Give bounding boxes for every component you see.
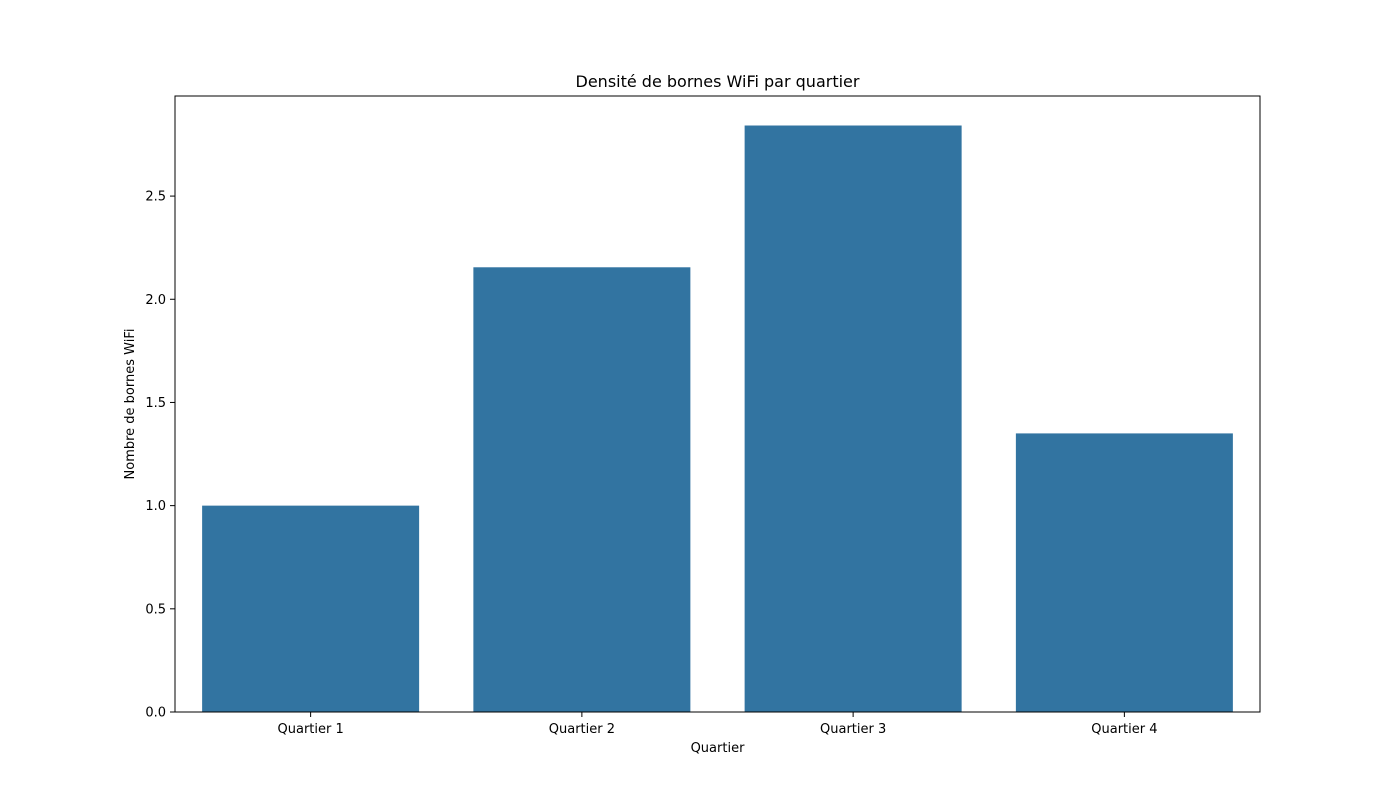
plot-frame xyxy=(174,95,1261,713)
y-tick-label: 0.0 xyxy=(145,706,166,721)
x-tick-label: Quartier 1 xyxy=(278,722,344,737)
bars-group xyxy=(202,125,1233,713)
bar-4 xyxy=(1015,433,1233,712)
x-axis-ticks: Quartier 1 Quartier 2 Quartier 3 Quartier 4 xyxy=(278,712,1158,737)
x-tick-label: Quartier 2 xyxy=(549,722,615,737)
chart-title: Densité de bornes WiFi par quartier xyxy=(576,72,860,91)
x-tick-label: Quartier 3 xyxy=(820,722,886,737)
bar-2 xyxy=(473,267,691,712)
y-tick-label: 1.0 xyxy=(145,499,166,514)
y-axis-label: Nombre de bornes WiFi xyxy=(123,329,138,480)
x-axis-label: Quartier xyxy=(691,741,745,756)
y-tick-label: 2.5 xyxy=(145,190,166,205)
bar-1 xyxy=(202,505,420,712)
y-axis-ticks: 0.0 0.5 1.0 1.5 2.0 2.5 xyxy=(145,190,175,721)
bar-3 xyxy=(744,125,962,713)
x-tick-label: Quartier 4 xyxy=(1091,722,1157,737)
y-tick-label: 2.0 xyxy=(145,293,166,308)
y-tick-label: 0.5 xyxy=(145,602,166,617)
y-tick-label: 1.5 xyxy=(145,396,166,411)
